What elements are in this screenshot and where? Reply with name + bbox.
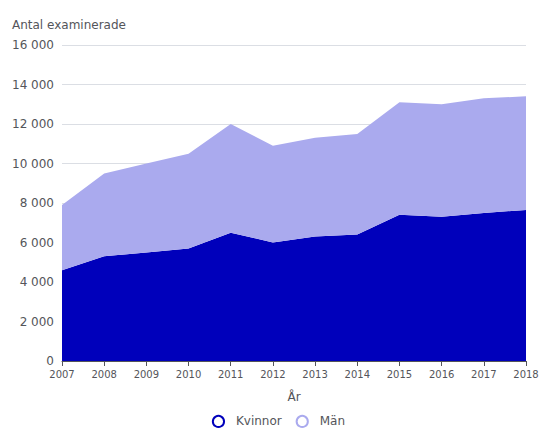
svg-text:2013: 2013: [302, 369, 327, 380]
svg-text:2017: 2017: [471, 369, 496, 380]
svg-text:År: År: [287, 389, 300, 404]
svg-text:8 000: 8 000: [20, 196, 54, 210]
svg-text:14 000: 14 000: [12, 78, 54, 92]
svg-text:Kvinnor: Kvinnor: [236, 414, 282, 428]
svg-text:2012: 2012: [260, 369, 285, 380]
svg-text:2009: 2009: [134, 369, 159, 380]
svg-text:12 000: 12 000: [12, 117, 54, 131]
svg-text:4 000: 4 000: [20, 275, 54, 289]
svg-text:16 000: 16 000: [12, 38, 54, 52]
svg-text:2008: 2008: [91, 369, 116, 380]
svg-text:Män: Män: [320, 414, 345, 428]
svg-text:2018: 2018: [513, 369, 538, 380]
svg-text:2011: 2011: [218, 369, 243, 380]
svg-text:2014: 2014: [345, 369, 370, 380]
svg-text:2016: 2016: [429, 369, 454, 380]
svg-text:10 000: 10 000: [12, 157, 54, 171]
svg-text:2015: 2015: [387, 369, 412, 380]
svg-text:2007: 2007: [49, 369, 74, 380]
svg-text:2010: 2010: [176, 369, 201, 380]
svg-text:0: 0: [46, 354, 54, 368]
svg-text:6 000: 6 000: [20, 236, 54, 250]
svg-text:2 000: 2 000: [20, 315, 54, 329]
svg-text:Antal examinerade: Antal examinerade: [12, 18, 126, 32]
